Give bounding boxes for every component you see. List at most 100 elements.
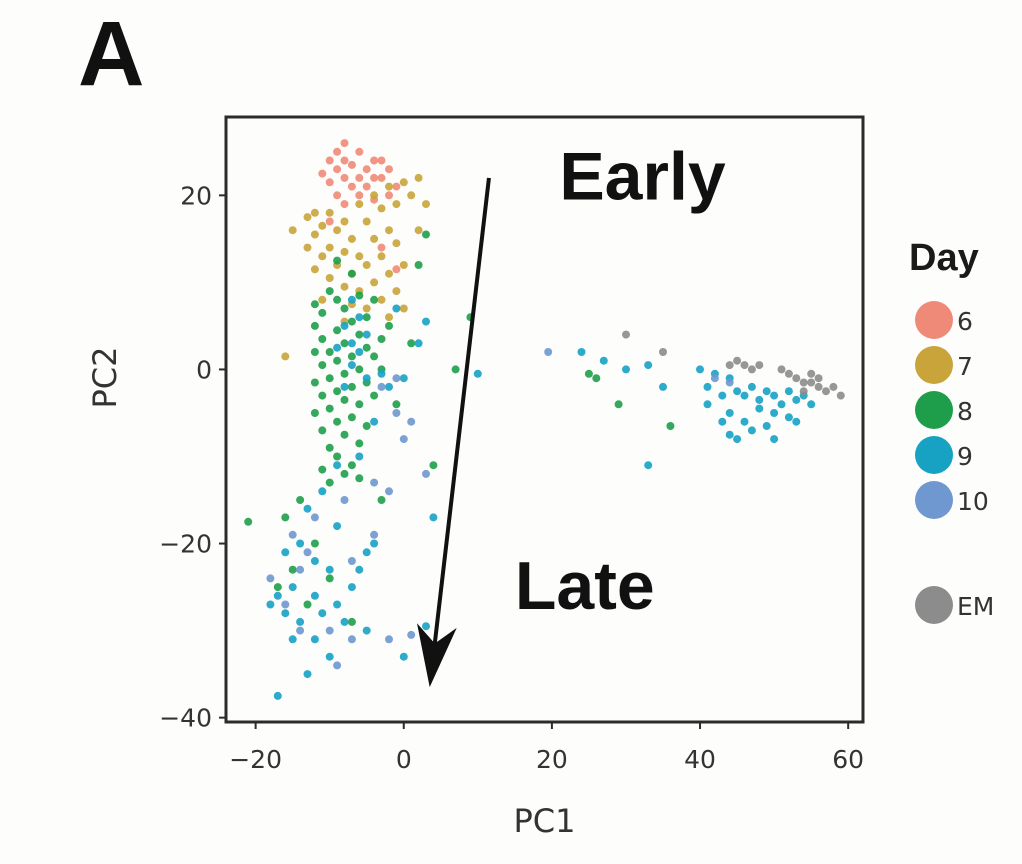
data-point	[347, 635, 356, 644]
data-point	[377, 243, 386, 252]
data-point	[325, 478, 334, 487]
legend-label: 8	[957, 397, 973, 426]
data-point	[725, 378, 734, 387]
data-point	[310, 321, 319, 330]
data-point	[385, 226, 393, 235]
data-point	[281, 609, 290, 618]
data-point	[325, 565, 334, 574]
data-point	[362, 217, 371, 226]
legend-item-7: 7	[915, 346, 973, 384]
data-point	[288, 565, 297, 574]
data-point	[303, 213, 312, 222]
x-tick-label: 60	[832, 745, 864, 774]
legend-swatch	[915, 346, 953, 384]
data-point	[799, 378, 808, 387]
series-day-6	[318, 139, 401, 274]
data-point	[310, 378, 319, 387]
data-point	[362, 422, 371, 430]
data-point	[362, 343, 371, 352]
data-point	[370, 391, 379, 400]
data-point	[370, 352, 379, 361]
data-point	[325, 348, 334, 356]
data-point	[370, 191, 379, 200]
data-point	[392, 304, 401, 313]
data-point	[740, 361, 749, 370]
data-point	[347, 583, 356, 592]
y-tick-label: 20	[180, 181, 212, 210]
data-point	[355, 365, 364, 374]
data-point	[347, 234, 356, 243]
data-point	[355, 439, 364, 448]
data-point	[310, 300, 319, 309]
data-point	[740, 417, 749, 426]
data-point	[762, 422, 771, 430]
arrow-head	[416, 623, 457, 688]
data-point	[303, 548, 312, 557]
data-point	[333, 343, 342, 352]
legend-item-9: 9	[915, 436, 973, 474]
data-point	[710, 374, 719, 383]
data-point	[370, 478, 379, 487]
data-point	[385, 487, 393, 496]
data-point	[792, 395, 801, 404]
data-point	[740, 391, 749, 400]
data-point	[622, 365, 630, 374]
data-point	[414, 339, 423, 348]
legend-swatch	[915, 436, 953, 474]
data-point	[347, 382, 356, 391]
data-point	[318, 609, 327, 618]
data-point	[422, 622, 430, 631]
data-point	[814, 382, 823, 391]
data-point	[362, 374, 371, 383]
data-point	[333, 452, 342, 461]
data-point	[310, 348, 319, 356]
data-point	[807, 369, 816, 378]
data-point	[347, 361, 356, 370]
data-point	[377, 496, 386, 504]
legend-label: 9	[957, 442, 973, 471]
data-point	[340, 339, 349, 348]
data-point	[755, 404, 764, 413]
data-point	[355, 330, 364, 339]
data-point	[333, 165, 342, 174]
data-point	[281, 600, 290, 609]
data-point	[814, 374, 823, 383]
data-point	[659, 348, 667, 356]
data-point	[836, 391, 845, 400]
data-point	[347, 269, 356, 278]
data-point	[347, 295, 356, 304]
data-point	[355, 252, 364, 261]
data-point	[318, 252, 327, 261]
data-point	[370, 156, 379, 165]
data-point	[370, 295, 379, 304]
data-point	[718, 391, 727, 400]
data-point	[288, 530, 297, 539]
data-point	[422, 200, 430, 209]
series-day-10	[266, 348, 734, 670]
data-point	[377, 252, 386, 261]
data-point	[355, 400, 364, 409]
legend-item-8: 8	[915, 391, 973, 429]
data-point	[347, 160, 356, 169]
data-point	[333, 522, 342, 531]
data-point	[340, 156, 349, 165]
data-point	[392, 239, 401, 248]
data-point	[614, 400, 623, 409]
data-point	[407, 630, 416, 639]
data-point	[792, 417, 801, 426]
data-point	[355, 474, 364, 483]
data-point	[355, 191, 364, 200]
data-point	[592, 374, 601, 383]
data-point	[325, 156, 334, 165]
data-point	[584, 369, 593, 378]
data-point	[659, 382, 667, 391]
data-point	[385, 165, 393, 174]
data-point	[310, 230, 319, 239]
data-point	[362, 313, 371, 322]
data-point	[333, 256, 342, 265]
data-point	[355, 565, 364, 574]
data-point	[733, 435, 742, 444]
data-point	[347, 461, 356, 470]
data-point	[273, 591, 282, 600]
data-point	[385, 635, 393, 644]
